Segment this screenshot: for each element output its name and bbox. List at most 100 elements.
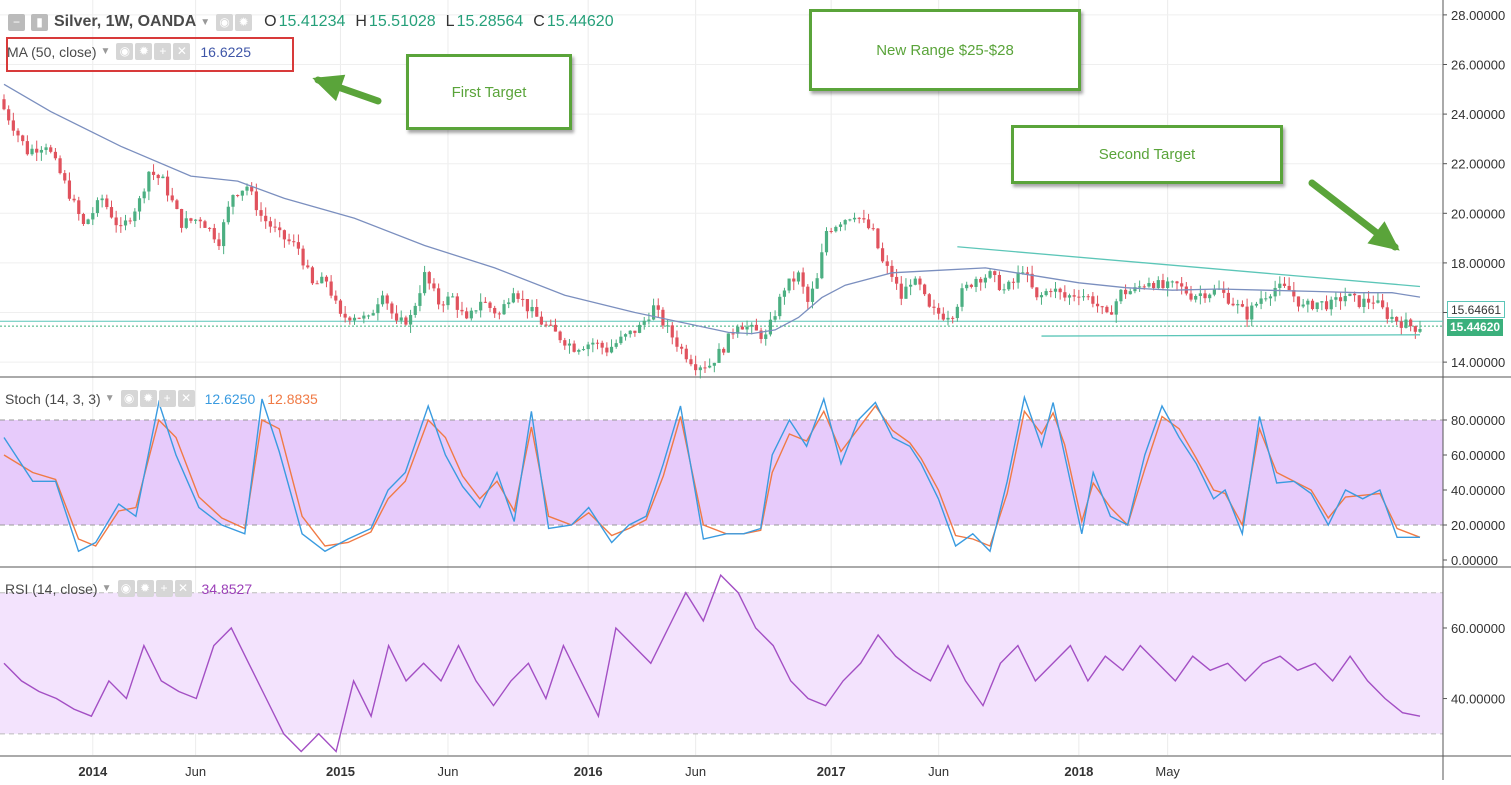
first-target-callout[interactable]: First Target: [406, 54, 572, 130]
time-axis-label: 2017: [817, 764, 846, 779]
low-value: 15.28564: [456, 13, 524, 30]
candle-body: [890, 265, 894, 277]
close-icon[interactable]: ✕: [177, 390, 195, 407]
stoch-label[interactable]: Stoch (14, 3, 3): [5, 390, 101, 407]
symbol-name[interactable]: Silver, 1W, OANDA: [54, 13, 197, 30]
candle-body: [1395, 316, 1399, 322]
candle-body: [1002, 289, 1006, 291]
candle-body: [1170, 281, 1174, 283]
candle-body: [222, 222, 226, 247]
candle-body: [670, 325, 674, 338]
candle-body: [1142, 286, 1146, 288]
candle-body: [1259, 298, 1263, 304]
candle-body: [427, 272, 431, 284]
candle-body: [1100, 306, 1104, 308]
candle-body: [1409, 319, 1413, 327]
candle-body: [194, 219, 198, 221]
candle-body: [885, 261, 889, 266]
candle-body: [852, 217, 857, 220]
symbol-flag-icon: ▮: [31, 13, 48, 31]
chevron-down-icon[interactable]: ▼: [104, 393, 115, 404]
high-value: 15.51028: [368, 13, 436, 30]
candle-body: [352, 317, 357, 321]
gear-icon[interactable]: ✹: [136, 580, 154, 597]
candle-body: [628, 330, 632, 335]
candle-body: [77, 200, 81, 215]
add-icon[interactable]: +: [158, 390, 176, 407]
collapse-icon[interactable]: −: [8, 13, 25, 31]
candle-body: [67, 180, 72, 199]
close-icon[interactable]: ✕: [174, 580, 192, 597]
candle-body: [871, 228, 875, 230]
candle-body: [432, 283, 436, 289]
candle-body: [231, 195, 235, 207]
candle-body: [203, 221, 207, 228]
second-target-callout[interactable]: Second Target: [1011, 125, 1283, 184]
candle-body: [1343, 295, 1347, 302]
new-range-callout[interactable]: New Range $25-$28: [809, 9, 1081, 91]
candle-body: [123, 220, 128, 226]
candle-body: [63, 173, 67, 181]
candle-body: [175, 200, 179, 209]
candle-body: [179, 208, 184, 228]
candle-body: [469, 310, 473, 319]
candle-body: [637, 324, 642, 333]
chevron-down-icon[interactable]: ▼: [101, 583, 112, 594]
candle-body: [380, 295, 385, 305]
stoch-axis-label: 40.00000: [1451, 483, 1505, 498]
add-icon[interactable]: +: [155, 580, 173, 597]
candle-body: [1366, 298, 1371, 303]
candle-body: [1053, 288, 1058, 292]
candle-body: [661, 309, 665, 326]
add-icon[interactable]: +: [154, 43, 172, 60]
candle-body: [983, 277, 987, 283]
candle-body: [301, 248, 305, 266]
stoch-axis-label: 60.00000: [1451, 448, 1505, 463]
gear-icon[interactable]: ✹: [135, 43, 153, 60]
candle-body: [1385, 307, 1389, 319]
candle-body: [338, 300, 343, 314]
candle-body: [1254, 303, 1259, 306]
candle-body: [591, 342, 595, 345]
candle-body: [535, 306, 539, 317]
candle-body: [544, 324, 548, 326]
candle-body: [264, 215, 268, 222]
visibility-icon[interactable]: ◉: [120, 390, 138, 407]
candle-body: [651, 305, 656, 320]
candle-body: [1362, 298, 1366, 308]
rsi-axis-label: 60.00000: [1451, 621, 1505, 636]
candle-body: [1175, 281, 1179, 284]
ma-label[interactable]: MA (50, close): [7, 43, 97, 60]
candle-body: [296, 242, 301, 249]
candle-body: [86, 219, 90, 224]
candle-body: [647, 319, 651, 321]
candle-body: [1123, 289, 1128, 295]
visibility-icon[interactable]: ◉: [117, 580, 135, 597]
candle-body: [357, 317, 361, 319]
candle-body: [1418, 329, 1422, 332]
candle-body: [941, 313, 945, 320]
candle-body: [58, 158, 62, 174]
candle-body: [282, 230, 286, 240]
candle-body: [1399, 321, 1403, 328]
candle-body: [1278, 283, 1282, 288]
price-axis-label: 22.00000: [1451, 157, 1505, 172]
visibility-icon[interactable]: ◉: [116, 43, 134, 60]
candle-body: [128, 220, 132, 222]
candle-body: [1030, 273, 1034, 288]
chevron-down-icon[interactable]: ▼: [200, 16, 211, 28]
candle-body: [390, 303, 394, 314]
candle-body: [1156, 280, 1160, 289]
stoch-axis-label: 80.00000: [1451, 413, 1505, 428]
gear-icon[interactable]: ✹: [235, 13, 253, 31]
candle-body: [371, 313, 375, 316]
gear-icon[interactable]: ✹: [139, 390, 157, 407]
rsi-label[interactable]: RSI (14, close): [5, 580, 98, 597]
low-label: L: [445, 13, 455, 30]
candle-body: [563, 340, 567, 346]
visibility-icon[interactable]: ◉: [216, 13, 234, 31]
close-icon[interactable]: ✕: [173, 43, 191, 60]
candle-body: [675, 337, 679, 347]
chevron-down-icon[interactable]: ▼: [100, 46, 111, 57]
